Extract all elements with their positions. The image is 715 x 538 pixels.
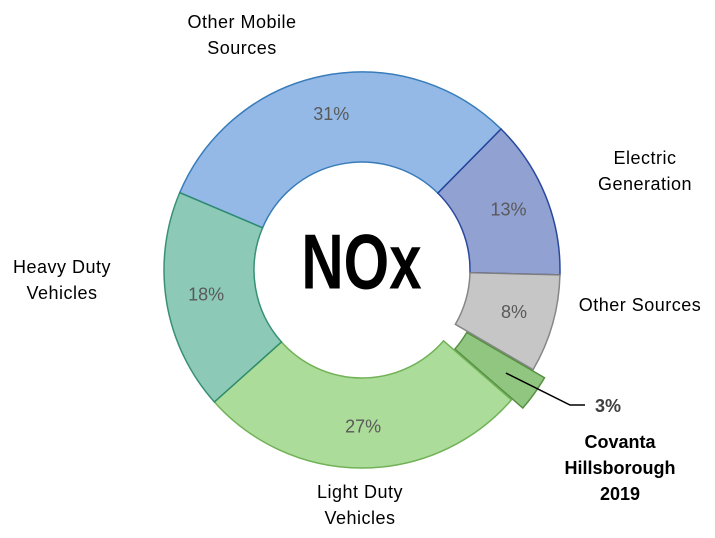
- value-label: 27%: [345, 417, 381, 437]
- donut-slice: [213, 339, 513, 469]
- value-label: 3%: [595, 396, 621, 416]
- donut-slice: [178, 71, 503, 229]
- donut-slice: [454, 271, 561, 371]
- category-label: Heavy Duty Vehicles: [12, 257, 112, 303]
- value-label: 18%: [188, 285, 224, 305]
- category-label: Covanta Hillsborough 2019: [564, 432, 676, 504]
- center-label: NOx: [301, 218, 421, 305]
- category-label: Other Mobile Sources: [187, 12, 297, 58]
- value-label: 13%: [490, 200, 526, 220]
- leader-line: [505, 372, 585, 406]
- value-label: 8%: [501, 302, 527, 322]
- category-label: Other Sources: [578, 295, 702, 315]
- category-label: Light Duty Vehicles: [316, 482, 404, 528]
- value-label: 31%: [313, 104, 349, 124]
- donut-slice: [163, 191, 283, 404]
- category-label: Electric Generation: [597, 148, 693, 194]
